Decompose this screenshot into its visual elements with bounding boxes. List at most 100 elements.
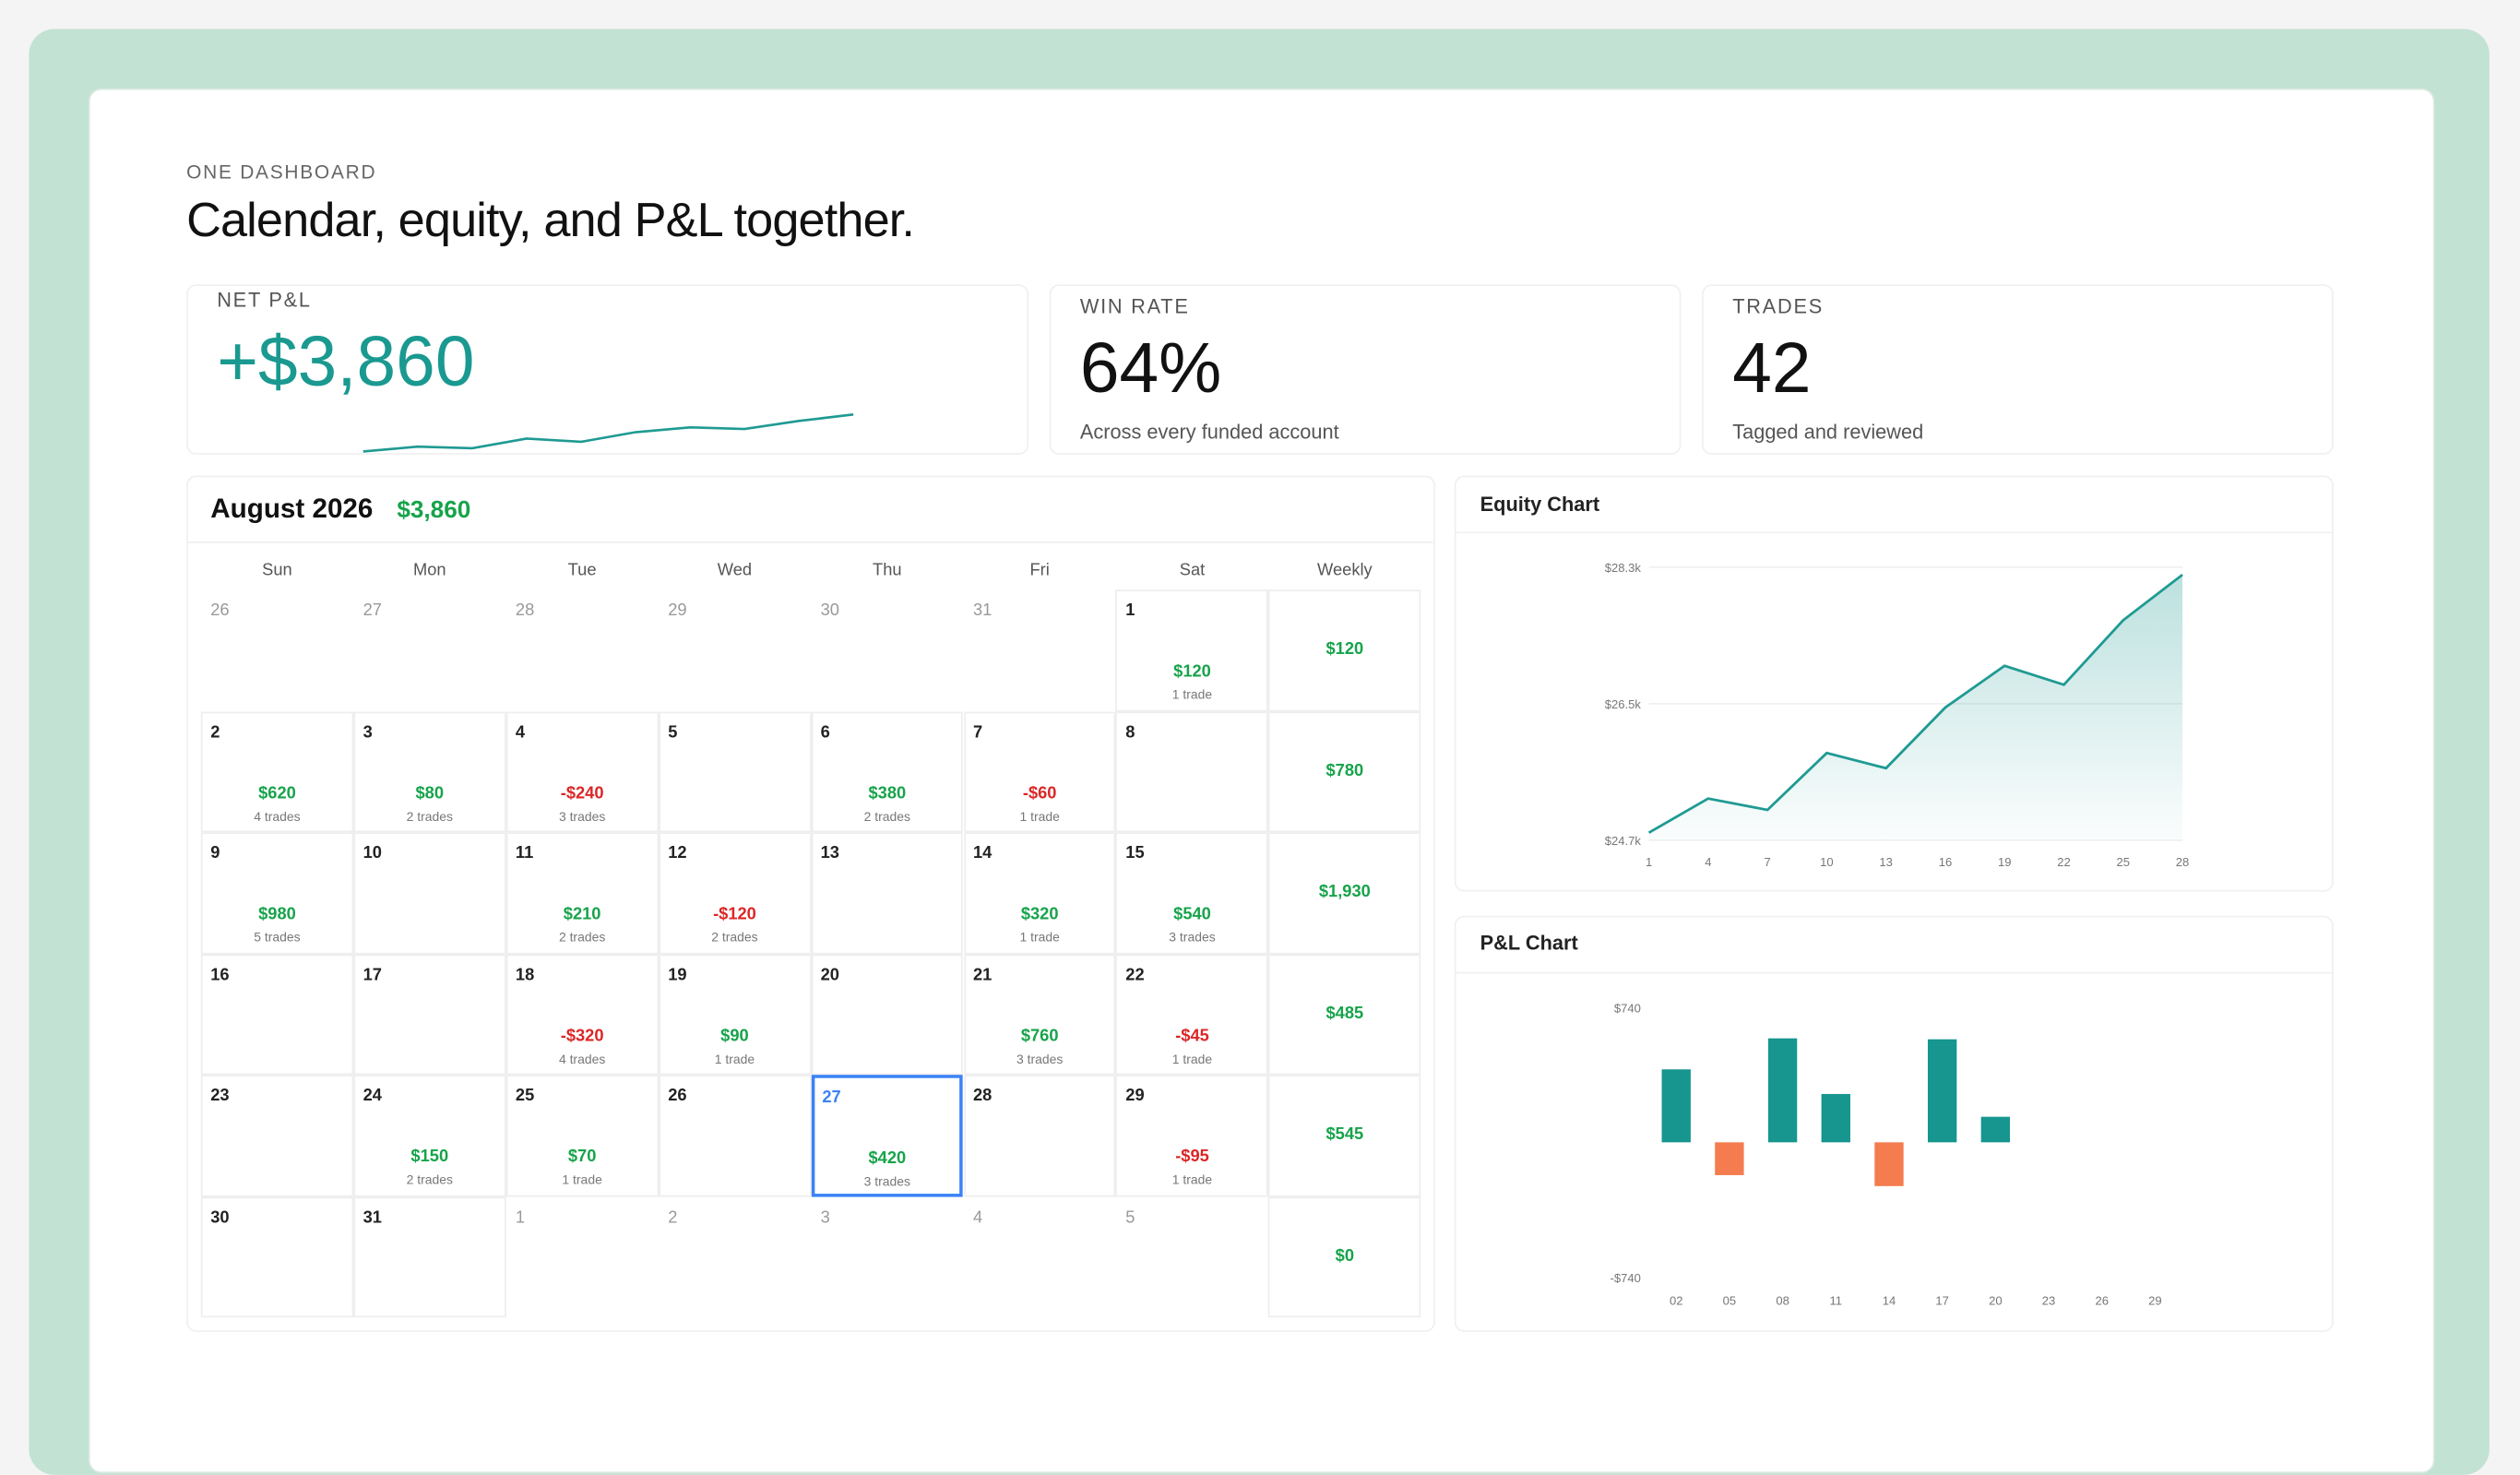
weekly-cell: $780 — [1268, 710, 1421, 833]
day-trades: 1 trade — [1171, 1172, 1213, 1188]
day-pnl: -$240 — [560, 783, 604, 803]
day-pnl: -$320 — [560, 1026, 604, 1045]
x-tick-label: 29 — [2148, 1293, 2162, 1307]
day-trades: 2 trades — [406, 1172, 453, 1188]
day-cell: 20 — [811, 953, 964, 1076]
weekly-pnl: $0 — [1335, 1245, 1355, 1266]
x-tick-label: 11 — [1830, 1293, 1843, 1307]
day-number: 14 — [972, 843, 993, 863]
day-number: 3 — [820, 1207, 830, 1227]
day-cell: 6 $380 2 trades — [811, 710, 964, 833]
day-number: 4 — [515, 721, 526, 742]
day-pnl: -$45 — [1175, 1026, 1209, 1045]
day-pnl: $320 — [1020, 904, 1059, 924]
chart-title: P&L Chart — [1480, 932, 1578, 955]
day-cell: 11 $210 2 trades — [505, 832, 659, 954]
day-trades: 3 trades — [863, 1174, 910, 1189]
day-pnl: $760 — [1020, 1026, 1059, 1045]
weekly-pnl: $120 — [1325, 639, 1364, 660]
x-tick-label: 23 — [2042, 1293, 2056, 1307]
day-cell: 14 $320 1 trade — [963, 832, 1116, 954]
divider — [1456, 531, 2333, 534]
day-cell: 24 $150 2 trades — [353, 1075, 506, 1196]
day-number: 2 — [210, 721, 220, 742]
day-cell: 13 — [811, 832, 964, 954]
day-cell: 28 — [963, 1075, 1116, 1196]
day-number: 3 — [363, 721, 373, 742]
day-number: 4 — [972, 1207, 983, 1227]
day-cell: 1 — [505, 1196, 658, 1317]
day-number: 18 — [515, 964, 535, 984]
day-cell: 27 — [353, 589, 505, 710]
x-tick-label: 28 — [2176, 855, 2190, 869]
day-cell: 18 -$320 4 trades — [505, 953, 659, 1076]
day-number: 2 — [668, 1207, 678, 1227]
day-pnl: -$60 — [1022, 783, 1057, 803]
day-pnl: $380 — [868, 783, 907, 803]
x-tick-label: 1 — [1646, 855, 1652, 869]
day-cell: 1 $120 1 trade — [1115, 589, 1269, 711]
x-tick-label: 7 — [1765, 855, 1771, 869]
day-cell: 5 — [1116, 1196, 1268, 1317]
day-number: 1 — [515, 1207, 526, 1227]
day-pnl: $210 — [563, 904, 601, 924]
day-number: 30 — [820, 601, 839, 621]
stat-card — [186, 284, 1029, 455]
day-number: 6 — [820, 721, 830, 742]
day-number: 24 — [363, 1086, 382, 1106]
weekday: Thu — [873, 560, 902, 580]
stat-value: 64% — [1079, 329, 1222, 409]
day-cell: 5 — [658, 710, 812, 833]
calendar-total: $3,860 — [397, 496, 471, 524]
weekly-cell: $120 — [1268, 589, 1421, 711]
day-number: 21 — [972, 964, 993, 984]
x-tick-label: 4 — [1705, 855, 1711, 869]
weekly-cell: $0 — [1268, 1195, 1421, 1318]
viewport: ONE DASHBOARD Calendar, equity, and P&L … — [29, 29, 2490, 1475]
day-trades: 3 trades — [1016, 1051, 1064, 1066]
day-trades: 5 trades — [254, 930, 301, 946]
day-number: 15 — [1125, 843, 1145, 863]
weekday: Fri — [1029, 560, 1050, 580]
day-number: 25 — [515, 1086, 535, 1106]
y-tick-label: $28.3k — [1605, 561, 1642, 575]
bar — [1874, 1142, 1904, 1186]
bar — [1661, 1069, 1691, 1143]
day-cell: 28 — [505, 589, 658, 710]
day-cell: 3 $80 2 trades — [353, 710, 506, 833]
weekly-pnl: $545 — [1325, 1124, 1364, 1145]
bar — [1715, 1142, 1744, 1175]
day-cell: 26 — [658, 1075, 812, 1196]
day-number: 19 — [668, 964, 687, 984]
day-cell: 2 — [659, 1196, 811, 1317]
day-number: 27 — [822, 1088, 841, 1108]
weekday: Sat — [1179, 560, 1206, 580]
day-pnl: $90 — [720, 1026, 749, 1045]
x-tick-label: 19 — [1998, 855, 2012, 869]
day-cell: 3 — [811, 1196, 963, 1317]
day-number: 12 — [668, 843, 687, 863]
divider — [187, 541, 1434, 543]
sparkline — [363, 413, 854, 453]
day-number: 23 — [210, 1086, 230, 1106]
day-cell: 22 -$45 1 trade — [1115, 953, 1269, 1076]
x-tick-label: 05 — [1723, 1293, 1737, 1307]
x-tick-label: 25 — [2117, 855, 2131, 869]
day-trades: 1 trade — [714, 1051, 755, 1066]
day-cell: 8 — [1115, 710, 1269, 833]
stat-label: TRADES — [1732, 295, 1824, 318]
day-pnl: -$120 — [713, 904, 756, 924]
stat-note: Across every funded account — [1079, 421, 1339, 444]
x-tick-label: 17 — [1935, 1293, 1949, 1307]
charts-layer: $24.7k$26.5k$28.3k1 4 7 10 13 16 19 22 25 28-$740… — [363, 413, 2190, 1307]
day-trades: 3 trades — [558, 808, 606, 824]
day-trades: 1 trade — [1171, 1051, 1213, 1066]
weekly-cell: $1,930 — [1268, 832, 1421, 954]
day-number: 28 — [972, 1086, 993, 1106]
weekly-pnl: $485 — [1325, 1003, 1364, 1023]
day-cell: 2 $620 4 trades — [200, 710, 354, 833]
weekly-pnl: $1,930 — [1318, 882, 1371, 902]
day-pnl: $120 — [1173, 661, 1211, 682]
day-cell: 9 $980 5 trades — [200, 832, 354, 954]
day-number: 31 — [363, 1207, 382, 1227]
